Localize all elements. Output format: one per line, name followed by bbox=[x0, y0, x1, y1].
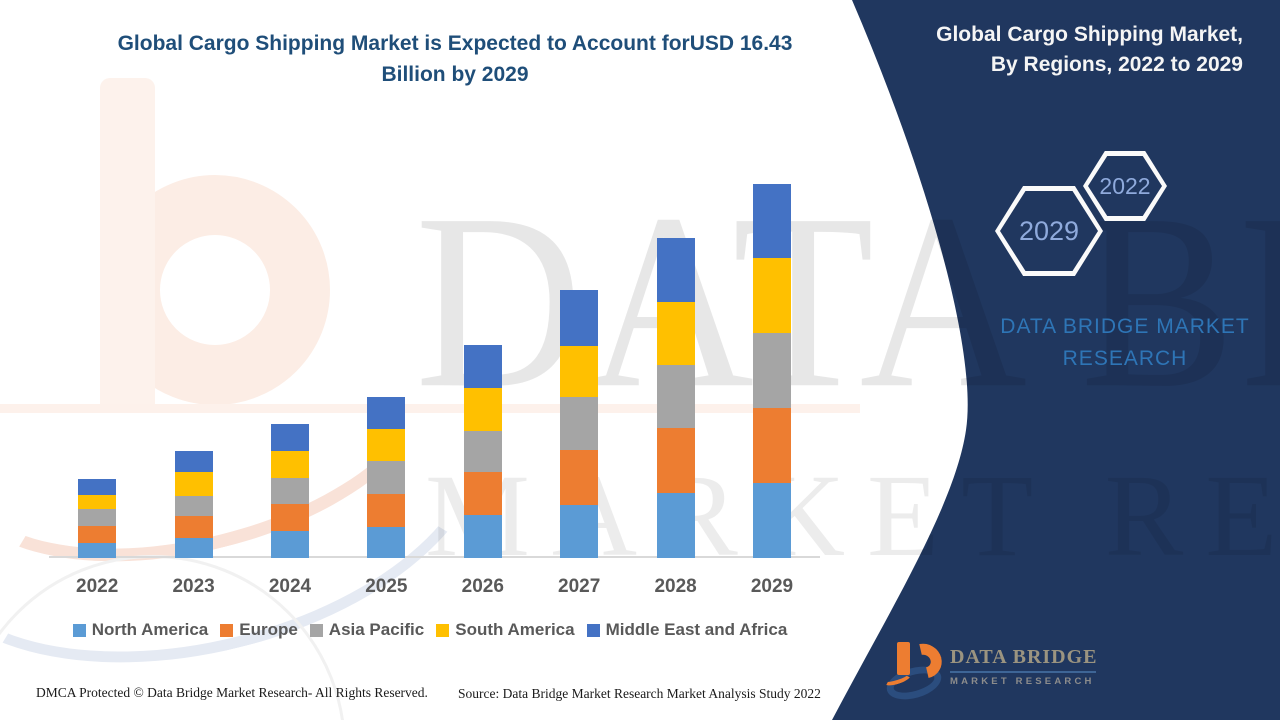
bar-segment-europe-2026 bbox=[463, 471, 502, 516]
bar-segment-europe-2027 bbox=[560, 450, 599, 505]
bar-segment-asia-pacific-2026 bbox=[463, 430, 502, 472]
stacked-bar-2022 bbox=[78, 479, 117, 558]
bar-segment-north-america-2029 bbox=[753, 483, 791, 558]
bar-segment-middle-east-and-africa-2023 bbox=[174, 451, 213, 472]
legend-item-north-america: North America bbox=[72, 620, 209, 640]
bar-segment-south-america-2022 bbox=[78, 494, 117, 510]
stacked-bar-2023 bbox=[174, 451, 213, 558]
bar-segment-europe-2025 bbox=[367, 494, 406, 528]
legend-swatch-icon bbox=[436, 623, 450, 637]
bar-segment-north-america-2027 bbox=[560, 504, 599, 558]
bar-segment-asia-pacific-2027 bbox=[560, 396, 599, 451]
hexagon-2029-label: 2029 bbox=[1018, 215, 1080, 246]
legend-item-europe: Europe bbox=[220, 620, 298, 640]
logo-subtitle: MARKET RESEARCH bbox=[950, 676, 1095, 687]
bar-segment-south-america-2025 bbox=[367, 429, 406, 462]
hexagon-2022-label: 2022 bbox=[1099, 172, 1151, 199]
stacked-bar-2024 bbox=[271, 423, 309, 558]
x-axis-line bbox=[49, 556, 820, 558]
chart-title: Global Cargo Shipping Market is Expected… bbox=[70, 28, 840, 90]
legend-label: Europe bbox=[239, 620, 298, 639]
x-axis-label-2027: 2027 bbox=[558, 576, 601, 597]
dbmr-logo: DATA BRIDGE MARKET RESEARCH bbox=[880, 636, 1114, 708]
legend-label: South America bbox=[455, 620, 575, 639]
panel-heading: Global Cargo Shipping Market, By Regions… bbox=[823, 20, 1243, 80]
bar-segment-south-america-2023 bbox=[174, 471, 213, 496]
bar-segment-north-america-2025 bbox=[367, 527, 406, 558]
footer-source-text: Source: Data Bridge Market Research Mark… bbox=[458, 686, 821, 701]
bar-segment-middle-east-and-africa-2026 bbox=[463, 344, 502, 388]
stacked-bar-plot bbox=[49, 147, 820, 558]
bar-segment-europe-2023 bbox=[174, 515, 213, 538]
bar-segment-europe-2028 bbox=[656, 428, 695, 494]
bar-segment-north-america-2022 bbox=[78, 542, 117, 558]
bar-segment-europe-2024 bbox=[271, 503, 309, 532]
bar-segment-middle-east-and-africa-2025 bbox=[367, 397, 406, 430]
legend-label: Middle East and Africa bbox=[605, 620, 788, 639]
logo-divider bbox=[950, 671, 1096, 673]
watermark-logo-stem bbox=[100, 78, 155, 410]
legend-swatch-icon bbox=[72, 623, 86, 637]
panel-heading-line1: Global Cargo Shipping Market, bbox=[936, 23, 1243, 46]
chart-title-line1: Global Cargo Shipping Market is Expected… bbox=[117, 32, 793, 55]
bar-segment-north-america-2023 bbox=[174, 537, 213, 558]
brand-wordmark-line1: DATA BRIDGE MARKET bbox=[1000, 315, 1250, 338]
chart-legend: North America Europe Asia Pacific South Ame… bbox=[0, 620, 860, 640]
chart-title-line2: Billion by 2029 bbox=[381, 63, 529, 86]
bar-segment-south-america-2029 bbox=[753, 257, 791, 334]
legend-item-asia-pacific: Asia Pacific bbox=[309, 620, 425, 640]
bar-segment-south-america-2024 bbox=[271, 450, 309, 478]
x-axis-label-2022: 2022 bbox=[76, 576, 119, 597]
x-axis-label-2023: 2023 bbox=[172, 576, 215, 597]
bar-segment-middle-east-and-africa-2028 bbox=[656, 237, 695, 302]
legend-item-south-america: South America bbox=[436, 620, 575, 640]
logo-b-stem-icon bbox=[897, 642, 910, 675]
bar-segment-asia-pacific-2029 bbox=[753, 333, 791, 408]
x-axis-label-2028: 2028 bbox=[654, 576, 697, 597]
legend-swatch-icon bbox=[586, 623, 600, 637]
hexagon-2029: 2029 bbox=[995, 186, 1103, 276]
bar-segment-europe-2022 bbox=[78, 525, 117, 543]
legend-swatch-icon bbox=[220, 623, 234, 637]
stacked-bar-2025 bbox=[367, 397, 406, 558]
legend-swatch-icon bbox=[309, 623, 323, 637]
bar-segment-asia-pacific-2024 bbox=[271, 477, 309, 504]
stacked-bar-2027 bbox=[560, 290, 599, 558]
logo-title: DATA BRIDGE bbox=[950, 646, 1098, 668]
panel-heading-line2: By Regions, 2022 to 2029 bbox=[990, 53, 1243, 76]
legend-item-middle-east-and-africa: Middle East and Africa bbox=[586, 620, 788, 640]
brand-wordmark-line2: RESEARCH bbox=[1062, 347, 1188, 370]
bar-segment-asia-pacific-2022 bbox=[78, 509, 117, 526]
bar-segment-asia-pacific-2023 bbox=[174, 495, 213, 516]
stacked-bar-2028 bbox=[656, 237, 695, 558]
bar-segment-asia-pacific-2025 bbox=[367, 461, 406, 495]
stacked-bar-2029 bbox=[753, 184, 791, 558]
bar-segment-north-america-2024 bbox=[271, 531, 309, 558]
brand-wordmark: DATA BRIDGE MARKET RESEARCH bbox=[990, 311, 1260, 375]
bar-segment-south-america-2028 bbox=[656, 301, 695, 365]
x-axis-label-2025: 2025 bbox=[365, 576, 408, 597]
x-axis-label-2024: 2024 bbox=[268, 576, 312, 597]
legend-label: Asia Pacific bbox=[328, 620, 425, 639]
bar-segment-south-america-2026 bbox=[463, 387, 502, 431]
hexagon-2022: 2022 bbox=[1083, 151, 1167, 221]
x-axis-label-2026: 2026 bbox=[461, 576, 504, 597]
watermark-band bbox=[0, 404, 860, 413]
bar-segment-asia-pacific-2028 bbox=[656, 364, 695, 429]
footer-dmca-text: DMCA Protected © Data Bridge Market Rese… bbox=[36, 685, 428, 700]
x-axis-label-2029: 2029 bbox=[750, 576, 794, 597]
legend-label: North America bbox=[91, 620, 209, 639]
bar-segment-europe-2029 bbox=[753, 407, 791, 484]
bar-segment-middle-east-and-africa-2022 bbox=[78, 479, 117, 495]
bar-segment-middle-east-and-africa-2024 bbox=[271, 423, 309, 451]
bar-segment-north-america-2026 bbox=[463, 515, 502, 558]
bar-segment-south-america-2027 bbox=[560, 346, 599, 397]
x-axis-labels: 2022 2023 2024 2025 2026 2027 2028 2029 bbox=[49, 576, 820, 600]
stacked-bar-2026 bbox=[463, 344, 502, 558]
bar-segment-north-america-2028 bbox=[656, 493, 695, 558]
bar-segment-middle-east-and-africa-2029 bbox=[753, 184, 791, 258]
bar-segment-middle-east-and-africa-2027 bbox=[560, 290, 599, 347]
